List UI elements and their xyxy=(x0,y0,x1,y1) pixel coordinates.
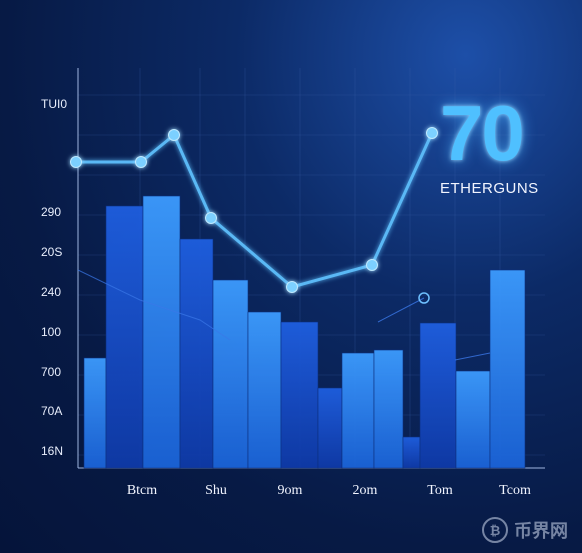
bar xyxy=(212,279,249,469)
watermark-text: 币界网 xyxy=(514,521,568,541)
y-tick-label: 70A xyxy=(41,404,62,418)
line-point xyxy=(366,259,378,271)
bar xyxy=(341,352,375,469)
line-series xyxy=(70,127,438,293)
x-tick-label: 2om xyxy=(353,483,378,498)
y-tick-label: 240 xyxy=(41,285,61,299)
x-tick-labels: Btcm Shu 9om 2om Tom Tcom xyxy=(127,483,531,498)
bitcoin-coin-icon: ₿ xyxy=(482,517,508,543)
bar xyxy=(455,370,491,469)
line-point xyxy=(135,156,147,168)
line-point xyxy=(286,281,298,293)
bar xyxy=(402,436,421,469)
y-tick-label: TUI0 xyxy=(41,97,67,111)
line-point xyxy=(70,156,82,168)
secondary-line xyxy=(77,269,231,341)
bar xyxy=(280,321,319,469)
y-tick-label: 100 xyxy=(41,325,61,339)
bar xyxy=(179,238,214,469)
y-tick-label: 290 xyxy=(41,205,61,219)
chart-title: 70 xyxy=(440,89,525,177)
bars xyxy=(83,195,526,469)
x-tick-label: 9om xyxy=(278,483,303,498)
secondary-line-right xyxy=(377,297,491,361)
line-point xyxy=(426,127,438,139)
bar xyxy=(317,387,343,469)
bar xyxy=(373,349,404,469)
chart-subtitle: ETHERGUNS xyxy=(440,180,539,197)
bar xyxy=(105,205,144,469)
line-point xyxy=(205,212,217,224)
y-tick-labels: TUI0 290 20S 240 100 700 70A 16N xyxy=(41,97,67,458)
line-point xyxy=(168,129,180,141)
x-tick-label: Shu xyxy=(205,483,227,498)
y-tick-label: 700 xyxy=(41,365,61,379)
bar xyxy=(489,269,526,469)
bar xyxy=(419,322,457,469)
y-tick-label: 20S xyxy=(41,245,62,259)
secondary-line-marker xyxy=(418,292,430,304)
bar xyxy=(83,357,107,469)
bar xyxy=(142,195,181,469)
watermark: ₿ 币界网 xyxy=(482,517,568,543)
x-tick-label: Tom xyxy=(427,483,453,498)
bar xyxy=(247,311,282,469)
x-tick-label: Tcom xyxy=(499,483,531,498)
y-tick-label: 16N xyxy=(41,444,63,458)
x-tick-label: Btcm xyxy=(127,483,157,498)
